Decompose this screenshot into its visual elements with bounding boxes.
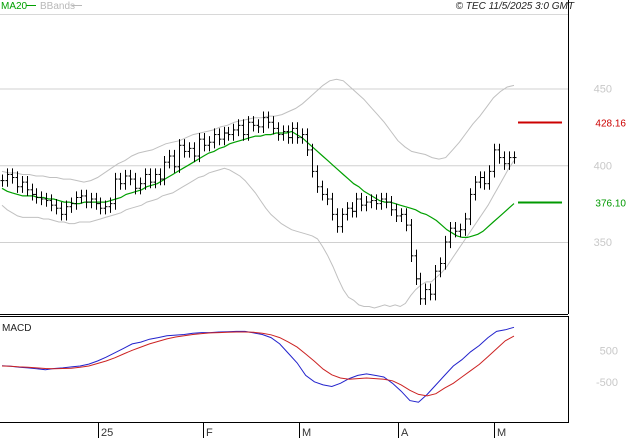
price-y-tick-label: 400 [594, 160, 612, 172]
bb-upper-line [1, 78, 515, 183]
ma20-line [1, 130, 515, 238]
bollinger-bands [1, 78, 515, 309]
legend-ma-label: MA20 [1, 1, 28, 12]
price-y-tick-label: 350 [594, 237, 612, 249]
x-tick-label: 25 [101, 427, 113, 439]
support-level-label: 376.10 [595, 199, 626, 210]
macd-y-tick-label: -500 [596, 377, 618, 389]
resistance-level-label: 428.16 [595, 119, 626, 130]
macd-y-tick-label: 500 [600, 345, 618, 357]
macd-line [1, 326, 515, 403]
macd-panel-title: MACD [2, 323, 31, 334]
x-tick-label: F [206, 427, 213, 439]
price-panel [0, 0, 569, 315]
legend-bb-label: BBands [40, 1, 75, 12]
grid-layer [0, 88, 568, 243]
x-axis-labels: 25 F M A M [98, 422, 506, 439]
x-tick-label: A [401, 427, 409, 439]
price-y-tick-label: 450 [594, 84, 612, 96]
x-tick-label: M [497, 427, 506, 439]
ma20-polyline [1, 130, 515, 238]
copyright-text: © TEC 11/5/2025 3:0 GMT [456, 1, 575, 12]
bb-lower-line [1, 160, 515, 309]
price-bars [0, 111, 517, 305]
signal-line [1, 331, 515, 397]
y-axis-labels: 350 400 450 500 -500 [594, 84, 618, 389]
macd-lines [1, 326, 515, 403]
price-levels: 428.16 376.10 [518, 119, 626, 210]
x-tick-label: M [302, 427, 311, 439]
legend: MA20 BBands [1, 1, 82, 12]
macd-panel [0, 316, 569, 423]
